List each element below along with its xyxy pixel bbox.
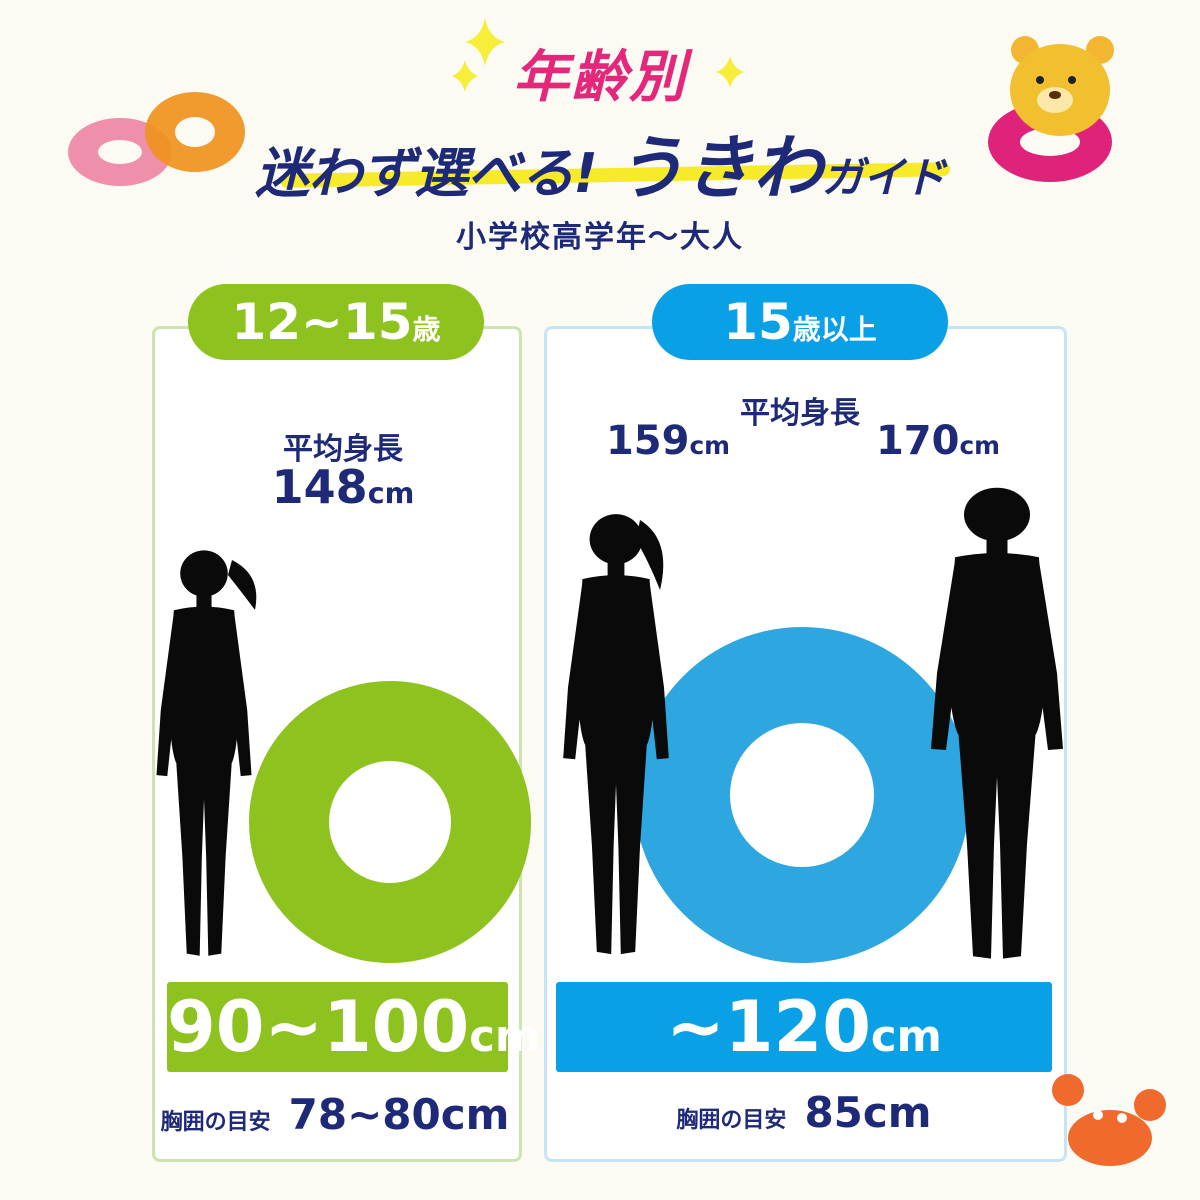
ring-size-bar: ~120cm: [556, 982, 1052, 1072]
chest-unit: cm: [440, 1090, 510, 1139]
chest-value: 85: [804, 1088, 863, 1137]
height-number: 148: [271, 460, 368, 514]
title-age-group: 年齢別: [513, 45, 687, 110]
crab-icon: [1052, 1074, 1166, 1166]
title-part: ガイド: [821, 153, 946, 202]
chest-guide: 胸囲の目安 85cm: [556, 1088, 1052, 1137]
height-unit: cm: [959, 431, 1001, 460]
ring-size-number: 90~100: [167, 986, 470, 1068]
title-part: うきわ: [614, 127, 823, 209]
chest-unit: cm: [862, 1088, 932, 1137]
ring-size-unit: cm: [870, 1012, 942, 1062]
height-value: 148cm: [243, 460, 443, 514]
height-unit: cm: [689, 431, 731, 460]
ring-size-number: ~120: [666, 986, 871, 1068]
height-number: 159: [605, 418, 690, 464]
age-badge-15-plus: 15歳以上: [652, 284, 948, 360]
person-silhouette-icon: [156, 550, 257, 956]
age-unit: 歳: [412, 313, 441, 346]
ring-size-unit: cm: [469, 1012, 541, 1062]
age-number: 12~15: [231, 293, 413, 351]
title-part: 迷わず選べる!: [255, 142, 598, 205]
sparkle-icon: [452, 18, 744, 92]
height-value-female: 159cm: [578, 418, 758, 464]
bear-mascot-icon: [988, 36, 1114, 182]
height-label: 平均身長: [740, 396, 860, 431]
page-title: 迷わず選べる! うきわガイド: [0, 112, 1200, 213]
swim-ring-blue: [634, 627, 970, 963]
chest-value: 78~80: [288, 1090, 441, 1139]
subtitle: 小学校高学年～大人: [456, 220, 744, 255]
swim-ring-green: [249, 681, 531, 963]
chest-guide: 胸囲の目安 78~80cm: [160, 1090, 510, 1139]
swim-ring-icon: [68, 92, 245, 186]
chest-label: 胸囲の目安: [676, 1108, 787, 1133]
age-number: 15: [723, 293, 793, 351]
chest-label: 胸囲の目安: [160, 1110, 271, 1135]
height-value-male: 170cm: [848, 418, 1028, 464]
height-number: 170: [875, 418, 960, 464]
age-unit: 歳以上: [792, 313, 877, 346]
person-silhouette-icon: [563, 514, 669, 955]
height-label: 平均身長: [283, 432, 403, 467]
age-badge-12-15: 12~15歳: [188, 284, 484, 360]
height-unit: cm: [367, 477, 415, 510]
ring-size-bar: 90~100cm: [167, 982, 540, 1072]
